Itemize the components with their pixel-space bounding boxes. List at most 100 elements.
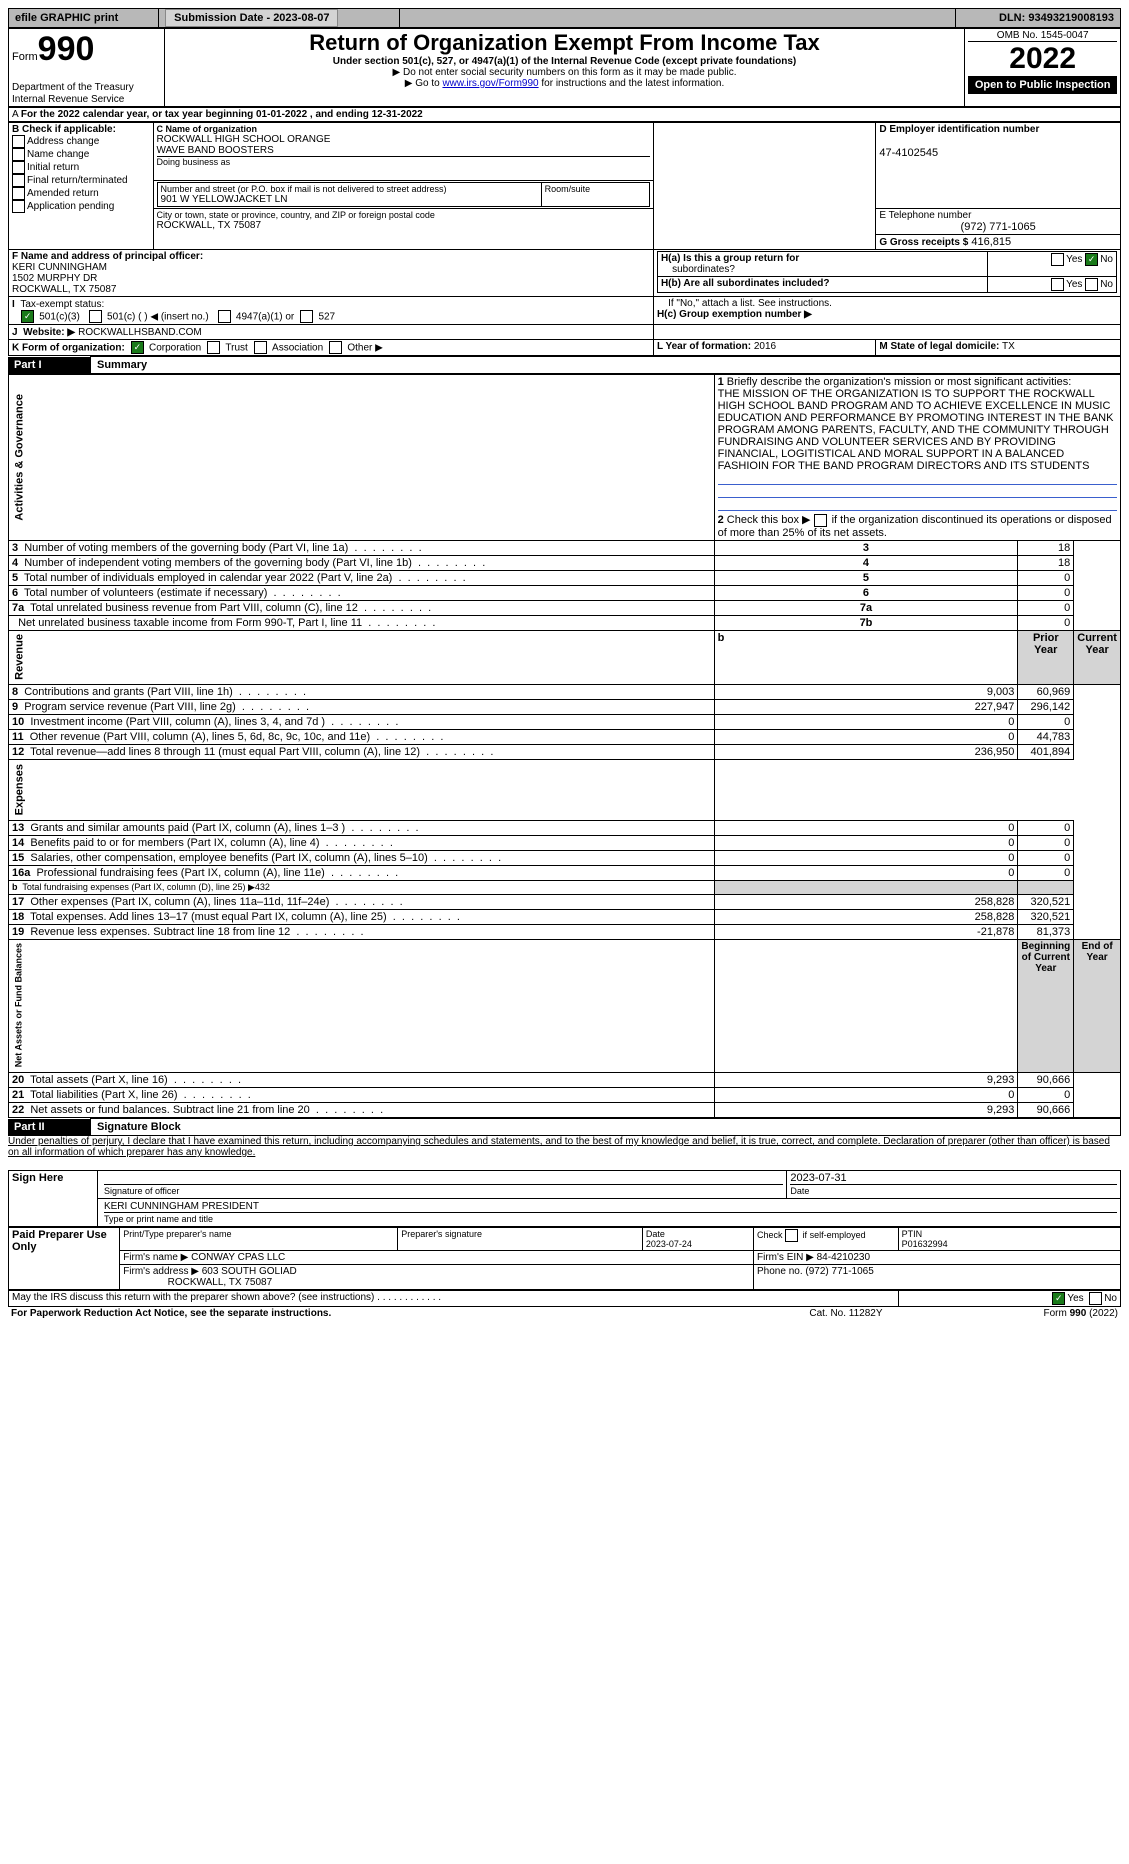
cb-527[interactable]	[300, 310, 313, 323]
cb-amended[interactable]	[12, 187, 25, 200]
line20-prior: 9,293	[714, 1073, 1018, 1088]
org-name1: ROCKWALL HIGH SCHOOL ORANGE	[157, 134, 650, 145]
line14-prior: 0	[714, 835, 1018, 850]
sign-block: Sign Here Signature of officer 2023-07-3…	[8, 1170, 1121, 1227]
pra-notice: For Paperwork Reduction Act Notice, see …	[8, 1307, 755, 1320]
side-expenses: Expenses	[9, 760, 715, 820]
form-sub1: Under section 501(c), 527, or 4947(a)(1)…	[168, 56, 962, 67]
cb-address[interactable]	[12, 135, 25, 148]
firm-addr: 603 SOUTH GOLIAD	[202, 1266, 297, 1277]
side-revenue: Revenue	[9, 630, 715, 685]
line21-prior: 0	[714, 1088, 1018, 1103]
current-year-hdr: Current Year	[1074, 630, 1121, 685]
line22-prior: 9,293	[714, 1103, 1018, 1118]
cb-final[interactable]	[12, 174, 25, 187]
form-title: Return of Organization Exempt From Incom…	[168, 30, 962, 56]
part1-bar: Part I	[8, 357, 91, 374]
top-bar: efile GRAPHIC print Submission Date - 20…	[8, 8, 1121, 28]
line18-prior: 258,828	[714, 909, 1018, 924]
line10-current: 0	[1018, 715, 1074, 730]
cb-initial[interactable]	[12, 161, 25, 174]
cb-501c3[interactable]: ✓	[21, 310, 34, 323]
cb-ha-yes[interactable]	[1051, 253, 1064, 266]
part2-bar: Part II	[8, 1119, 91, 1136]
prior-year-hdr: Prior Year	[1018, 630, 1074, 685]
form-sub2: ▶ Do not enter social security numbers o…	[393, 67, 737, 78]
line3-value: 18	[1018, 540, 1074, 555]
line8-current: 60,969	[1018, 685, 1074, 700]
line16a-current: 0	[1018, 865, 1074, 880]
entity-block: B Check if applicable: Address change Na…	[8, 122, 1121, 356]
line8-prior: 9,003	[714, 685, 1018, 700]
dept-label: Department of the Treasury	[12, 82, 134, 93]
preparer-block: Paid Preparer Use Only Print/Type prepar…	[8, 1227, 1121, 1290]
discuss-question: May the IRS discuss this return with the…	[12, 1292, 374, 1303]
prep-date: 2023-07-24	[646, 1239, 692, 1249]
street-value: 901 W YELLOWJACKET LN	[161, 194, 538, 205]
officer-sig-name: KERI CUNNINGHAM PRESIDENT	[104, 1201, 259, 1212]
cb-other[interactable]	[329, 341, 342, 354]
omb-label: OMB No. 1545-0047	[968, 30, 1117, 41]
begin-year-hdr: Beginning of Current Year	[1018, 939, 1074, 1072]
g-label: G Gross receipts $	[879, 237, 968, 248]
cb-corp[interactable]: ✓	[131, 341, 144, 354]
line12-current: 401,894	[1018, 745, 1074, 760]
officer-name: KERI CUNNINGHAM	[12, 262, 650, 273]
line15-current: 0	[1018, 850, 1074, 865]
line18-current: 320,521	[1018, 909, 1074, 924]
summary-table: Activities & Governance 1 Briefly descri…	[8, 374, 1121, 1118]
cb-discontinued[interactable]	[814, 514, 827, 527]
line17-prior: 258,828	[714, 894, 1018, 909]
cb-assoc[interactable]	[254, 341, 267, 354]
cb-hb-yes[interactable]	[1051, 278, 1064, 291]
line-a: A For the 2022 calendar year, or tax yea…	[9, 108, 1121, 122]
officer-addr2: ROCKWALL, TX 75087	[12, 284, 650, 295]
lineb-current	[1018, 880, 1074, 894]
line20-current: 90,666	[1018, 1073, 1074, 1088]
cb-self-employed[interactable]	[785, 1229, 798, 1242]
website-value: ROCKWALLHSBAND.COM	[78, 327, 202, 338]
line5-value: 0	[1018, 570, 1074, 585]
perjury-declaration: Under penalties of perjury, I declare th…	[8, 1136, 1121, 1158]
part2-title: Signature Block	[91, 1119, 1121, 1136]
city-label: City or town, state or province, country…	[157, 210, 650, 220]
cat-no: Cat. No. 11282Y	[755, 1307, 936, 1320]
line9-prior: 227,947	[714, 700, 1018, 715]
year-formation: 2016	[754, 341, 776, 352]
form990-link[interactable]: www.irs.gov/Form990	[442, 78, 538, 89]
cb-501c[interactable]	[89, 310, 102, 323]
cb-name[interactable]	[12, 148, 25, 161]
phone-value: (972) 771-1065	[879, 221, 1117, 233]
side-activities: Activities & Governance	[9, 375, 715, 541]
city-value: ROCKWALL, TX 75087	[157, 220, 650, 231]
line14-current: 0	[1018, 835, 1074, 850]
line13-prior: 0	[714, 820, 1018, 835]
state-domicile: TX	[1002, 341, 1015, 352]
dln-label: DLN: 93493219008193	[955, 9, 1120, 28]
mission-text: THE MISSION OF THE ORGANIZATION IS TO SU…	[718, 388, 1114, 472]
e-label: E Telephone number	[879, 210, 1117, 221]
line19-current: 81,373	[1018, 924, 1074, 939]
line4-value: 18	[1018, 555, 1074, 570]
cb-ha-no[interactable]: ✓	[1085, 253, 1098, 266]
d-label: D Employer identification number	[879, 124, 1117, 135]
f-label: F Name and address of principal officer:	[12, 251, 203, 262]
line11-prior: 0	[714, 730, 1018, 745]
cb-discuss-no[interactable]	[1089, 1292, 1102, 1305]
cb-discuss-yes[interactable]: ✓	[1052, 1292, 1065, 1305]
cb-pending[interactable]	[12, 200, 25, 213]
room-label: Room/suite	[541, 183, 649, 207]
form-number: 990	[38, 30, 95, 68]
end-year-hdr: End of Year	[1074, 939, 1121, 1072]
sign-here-label: Sign Here	[9, 1171, 98, 1227]
dba-label: Doing business as	[157, 157, 650, 167]
submission-date-button[interactable]: Submission Date - 2023-08-07	[165, 9, 338, 27]
cb-trust[interactable]	[207, 341, 220, 354]
officer-addr1: 1502 MURPHY DR	[12, 273, 650, 284]
cb-4947[interactable]	[218, 310, 231, 323]
form-header: Form990 Department of the Treasury Inter…	[8, 28, 1121, 107]
ptin-value: P01632994	[902, 1239, 948, 1249]
line16a-prior: 0	[714, 865, 1018, 880]
cb-hb-no[interactable]	[1085, 278, 1098, 291]
line11-current: 44,783	[1018, 730, 1074, 745]
